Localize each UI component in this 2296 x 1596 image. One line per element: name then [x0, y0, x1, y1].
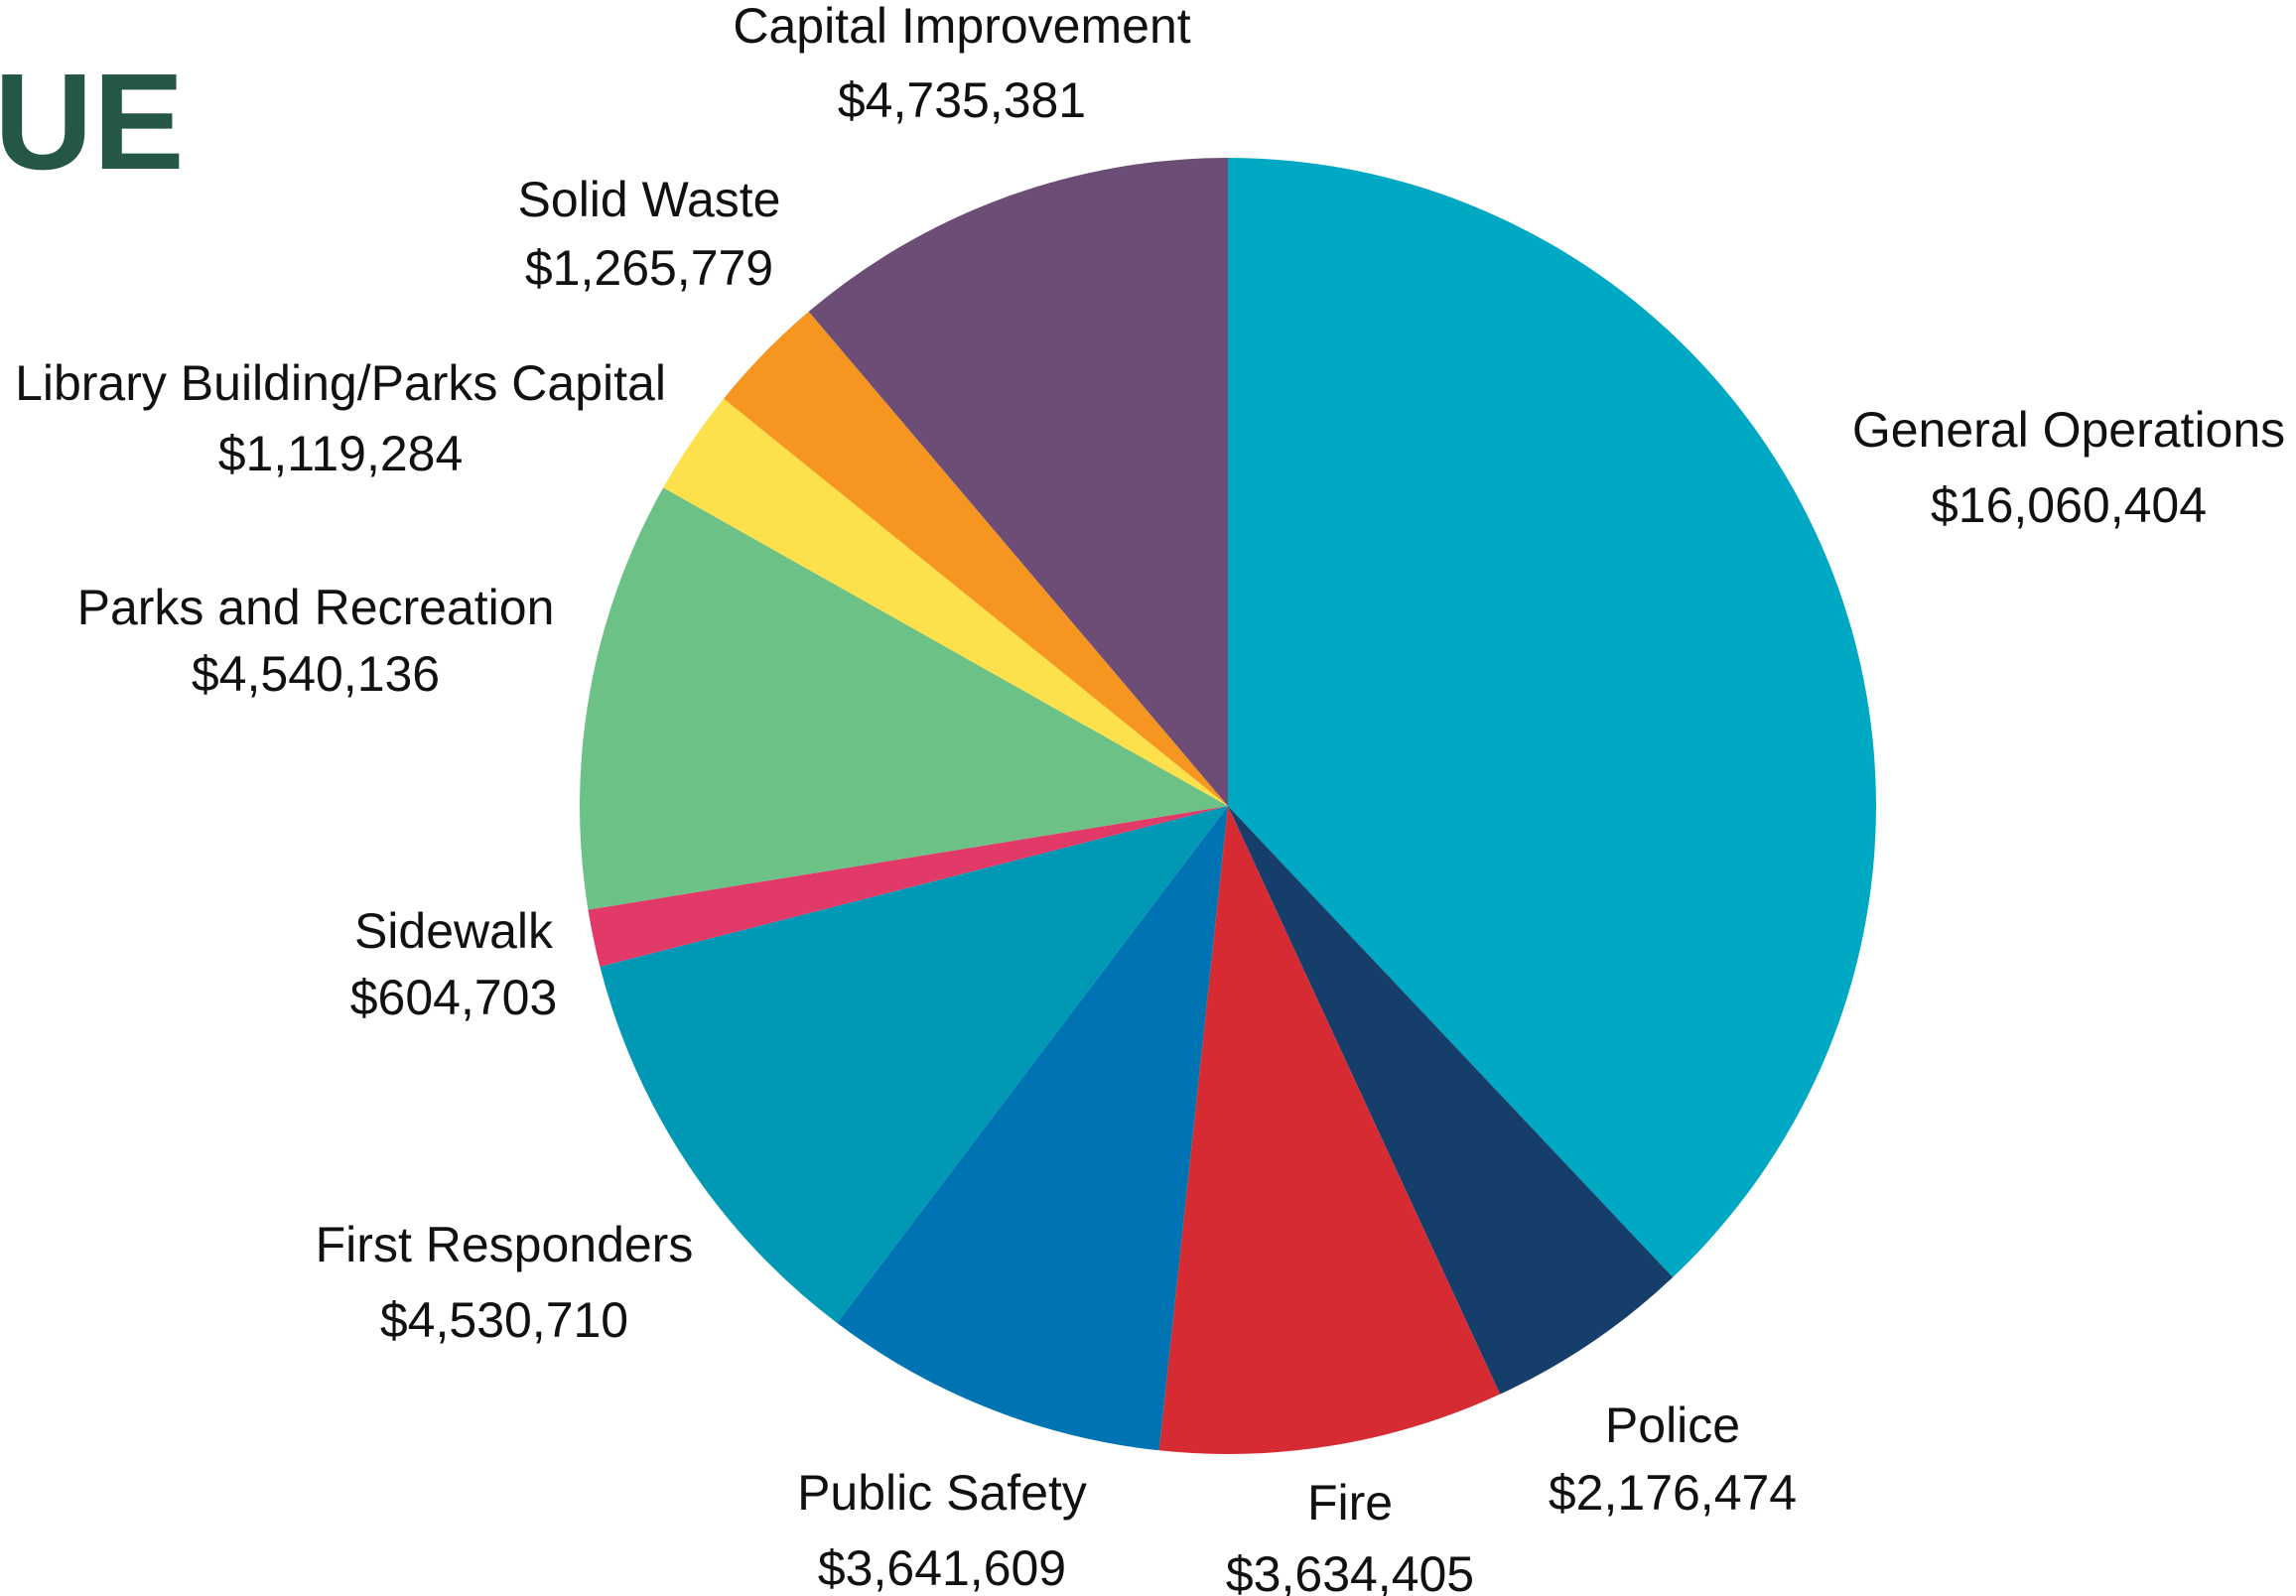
slice-value-label: $16,060,404	[1931, 477, 2207, 533]
slice-label: Library Building/Parks Capital	[15, 355, 666, 411]
pie-slice-library-building-parks-capital	[663, 398, 1228, 806]
slice-label: Fire	[1307, 1475, 1393, 1530]
slice-label: First Responders	[316, 1217, 694, 1272]
pie-slice-sidewalk	[588, 806, 1228, 967]
slice-label: General Operations	[1852, 402, 2285, 458]
pie-slice-general-operations	[1228, 158, 1877, 1277]
slice-value-label: $3,634,405	[1226, 1546, 1474, 1596]
slice-label: Parks and Recreation	[77, 580, 555, 635]
pie-slice-parks-and-recreation	[579, 487, 1228, 910]
slice-label: Public Safety	[797, 1465, 1087, 1521]
slice-label: Capital Improvement	[733, 0, 1190, 54]
slice-label: Solid Waste	[518, 172, 781, 227]
slice-value-label: $2,176,474	[1549, 1465, 1797, 1521]
pie-slices	[579, 158, 1877, 1454]
slice-label: Sidewalk	[354, 903, 554, 959]
slice-value-label: $604,703	[350, 970, 558, 1025]
slice-value-label: $1,265,779	[525, 240, 773, 296]
slice-value-label: $1,119,284	[218, 426, 464, 481]
slice-labels: General Operations $16,060,404 Police $2,17…	[15, 0, 2285, 1596]
slice-value-label: $4,530,710	[380, 1292, 628, 1348]
slice-value-label: $3,641,609	[818, 1540, 1066, 1596]
pie-slice-public-safety	[837, 806, 1228, 1451]
pie-slice-solid-waste	[724, 311, 1228, 806]
pie-slice-fire	[1158, 806, 1501, 1454]
pie-slice-first-responders	[600, 806, 1228, 1323]
pie-slice-police	[1228, 806, 1674, 1395]
slice-label: Police	[1605, 1397, 1740, 1453]
page-heading-fragment: UE	[0, 46, 185, 199]
pie-slice-capital-improvement	[808, 158, 1228, 806]
slice-value-label: $4,735,381	[838, 72, 1086, 128]
slice-value-label: $4,540,136	[192, 646, 440, 702]
